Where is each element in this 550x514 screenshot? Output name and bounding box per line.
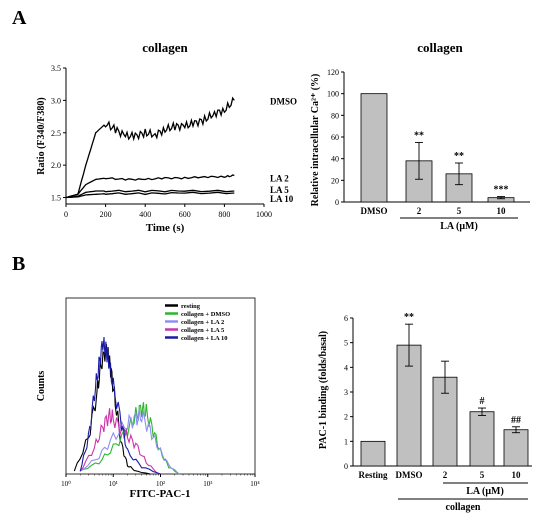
chart3-legend-label: collagen + DMSO — [181, 311, 230, 318]
chart-relative-calcium: collagen Relative intracellular Ca²⁺ (%)… — [310, 40, 530, 232]
chart3-legend-label: resting — [181, 303, 201, 310]
chart2-category-label: 2 — [417, 206, 422, 216]
chart1-ytick-label: 2.0 — [51, 161, 61, 170]
chart4-ytick-label: 0 — [344, 462, 348, 471]
chart3-xtick-label: 10³ — [203, 480, 212, 488]
chart1-xtick-label: 600 — [179, 210, 191, 219]
chart4-category-label: DMSO — [396, 470, 423, 480]
chart3-legend-label: collagen + LA 10 — [181, 335, 228, 342]
chart3-xlabel: FITC-PAC-1 — [130, 488, 191, 500]
chart1-series-line — [65, 174, 235, 199]
chart4-significance: ** — [404, 312, 414, 323]
chart3-xtick-label: 10¹ — [109, 480, 118, 488]
chart4-category-label: 5 — [480, 470, 485, 480]
chart2-ytick-label: 120 — [327, 68, 339, 77]
chart3-xtick-label: 10⁰ — [61, 480, 71, 488]
chart1-ytick-label: 2.5 — [51, 129, 61, 138]
chart2-ytick-label: 0 — [335, 198, 339, 207]
chart3-series-line — [73, 344, 151, 475]
chart1-ytick-label: 1.5 — [51, 194, 61, 203]
chart1-xtick-label: 800 — [218, 210, 230, 219]
chart2-title: collagen — [417, 40, 463, 55]
chart1-ytick-label: 3.0 — [51, 96, 61, 105]
chart4-category-label: Resting — [359, 470, 388, 480]
chart2-significance: ** — [454, 151, 464, 162]
chart1-ylabel: Ratio (F340/F380) — [36, 97, 47, 175]
chart4-ytick-label: 1 — [344, 437, 348, 446]
chart4-category-label: 10 — [512, 470, 522, 480]
chart1-xtick-label: 200 — [100, 210, 112, 219]
chart3-xtick-label: 10⁴ — [250, 480, 260, 488]
chart-calcium-timecourse: collagen Ratio (F340/F380) Time (s) 0 200… — [36, 40, 297, 234]
chart2-significance: ** — [414, 130, 424, 141]
chart3-series-line — [79, 402, 180, 475]
chart3-series-line — [79, 408, 159, 475]
chart1-title: collagen — [142, 40, 188, 55]
chart3-legend-label: collagen + LA 2 — [181, 319, 224, 326]
chart4-bar — [503, 429, 529, 467]
chart4-bottom-label: collagen — [446, 502, 481, 513]
chart3-xtick-label: 10² — [156, 480, 165, 488]
chart1-xlabel: Time (s) — [146, 222, 185, 234]
chart2-group-label: LA (μM) — [440, 221, 478, 232]
chart-flow-histogram: Counts FITC-PAC-1 10⁰ 10¹ 10² 10³ 10⁴ restin… — [36, 297, 260, 500]
chart2-bar — [360, 93, 388, 203]
chart2-significance: *** — [494, 185, 509, 196]
chart4-ytick-label: 6 — [344, 314, 348, 323]
chart3-ylabel: Counts — [36, 371, 47, 402]
chart4-category-label: 2 — [443, 470, 448, 480]
chart3-series-line — [79, 408, 180, 475]
chart4-significance: # — [480, 396, 485, 407]
chart-pac1-binding: PAC-1 binding (folds/basal) 0 1 2 3 4 5 6 Rest… — [318, 312, 532, 513]
panel-label-b: B — [12, 253, 25, 275]
chart2-category-label: 5 — [457, 206, 462, 216]
chart2-ytick-label: 60 — [331, 133, 339, 142]
chart1-series-label: LA 5 — [270, 185, 289, 195]
chart2-ytick-label: 80 — [331, 111, 339, 120]
chart2-category-label: 10 — [497, 206, 507, 216]
chart4-ylabel: PAC-1 binding (folds/basal) — [318, 331, 329, 449]
chart1-series-line — [65, 191, 235, 199]
chart1-series-line — [65, 189, 235, 199]
chart4-bar — [469, 411, 495, 467]
chart2-category-label: DMSO — [361, 206, 388, 216]
chart3-legend-label: collagen + LA 5 — [181, 327, 225, 334]
chart1-xtick-label: 1000 — [256, 210, 272, 219]
panel-label-a: A — [12, 7, 27, 29]
chart3-series-line — [79, 336, 161, 475]
chart1-series-label: LA 2 — [270, 174, 289, 184]
chart4-ytick-label: 4 — [344, 363, 348, 372]
chart1-series-line — [65, 96, 235, 199]
chart1-xtick-label: 0 — [64, 210, 68, 219]
chart4-significance: ## — [511, 415, 521, 426]
chart2-ytick-label: 40 — [331, 155, 339, 164]
chart4-bar — [360, 440, 386, 467]
chart4-group-label: LA (μM) — [466, 486, 504, 497]
chart2-ylabel: Relative intracellular Ca²⁺ (%) — [310, 74, 321, 207]
chart2-ytick-label: 20 — [331, 176, 339, 185]
chart4-ytick-label: 3 — [344, 388, 348, 397]
chart4-ytick-label: 5 — [344, 339, 348, 348]
chart1-series-label: DMSO — [270, 96, 297, 106]
chart4-ytick-label: 2 — [344, 413, 348, 422]
chart1-xtick-label: 400 — [139, 210, 151, 219]
chart1-ytick-label: 3.5 — [51, 64, 61, 73]
chart2-ytick-label: 100 — [327, 90, 339, 99]
chart1-series-label: LA 10 — [270, 194, 294, 204]
